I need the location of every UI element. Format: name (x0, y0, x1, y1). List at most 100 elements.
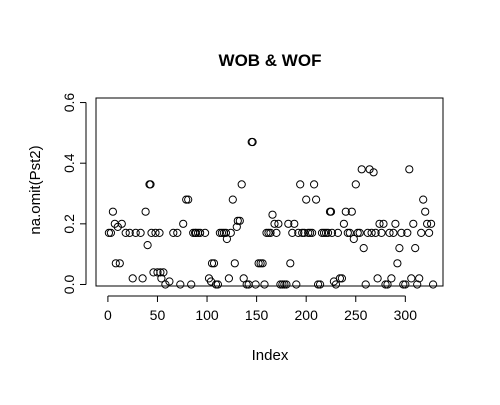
data-point (294, 228, 303, 237)
data-point (379, 219, 388, 228)
data-point (128, 274, 137, 283)
data-point (266, 228, 275, 237)
data-point (337, 274, 346, 283)
y-tick-label: 0.6 (61, 93, 77, 113)
data-point (341, 207, 350, 216)
x-axis: 0 50 100 150 200 250 300 (104, 295, 418, 323)
data-point (345, 228, 354, 237)
data-point (308, 228, 317, 237)
data-point (157, 274, 166, 283)
data-point (300, 228, 309, 237)
data-points (104, 137, 438, 289)
data-point (391, 219, 400, 228)
data-point (407, 274, 416, 283)
data-point (282, 280, 291, 289)
data-point (387, 274, 396, 283)
data-point (228, 195, 237, 204)
data-point (115, 259, 124, 268)
data-point (319, 228, 329, 237)
data-point (184, 195, 193, 204)
data-point (260, 280, 269, 289)
data-point (268, 210, 277, 219)
data-point (373, 274, 382, 283)
data-point (401, 280, 410, 289)
data-point (353, 228, 362, 237)
data-point (156, 268, 165, 277)
data-point (117, 219, 126, 228)
data-point (302, 195, 311, 204)
data-point (151, 228, 160, 237)
data-point (131, 228, 140, 237)
data-point (264, 228, 273, 237)
data-point (106, 228, 116, 237)
data-point (298, 228, 307, 237)
data-point (421, 207, 430, 216)
data-point (335, 274, 344, 283)
data-point (312, 195, 321, 204)
data-point (159, 268, 168, 277)
data-point (192, 228, 201, 237)
data-point (415, 274, 424, 283)
data-point (405, 165, 414, 174)
data-point (389, 228, 398, 237)
data-point (235, 216, 244, 225)
data-point (381, 280, 390, 289)
x-axis-label: Index (252, 347, 289, 364)
data-point (419, 195, 428, 204)
data-point (377, 228, 386, 237)
data-point (369, 168, 378, 177)
data-point (201, 228, 210, 237)
data-point (187, 280, 196, 289)
data-point (385, 228, 394, 237)
plot-frame (95, 97, 444, 287)
data-point (321, 228, 331, 237)
data-point (233, 216, 242, 225)
data-point (254, 259, 263, 268)
data-point (272, 228, 281, 237)
data-point (429, 280, 438, 289)
data-point (393, 259, 402, 268)
data-point (153, 268, 162, 277)
data-point (397, 228, 406, 237)
data-point (256, 259, 265, 268)
data-point (242, 280, 251, 289)
data-point (351, 180, 360, 189)
data-point (173, 228, 182, 237)
data-point (339, 219, 348, 228)
data-point (327, 228, 337, 237)
data-point (296, 180, 305, 189)
data-point (280, 280, 289, 289)
data-point (248, 137, 257, 147)
data-point (413, 280, 422, 289)
data-point (215, 228, 224, 237)
x-tick-label: 250 (344, 307, 368, 323)
data-point (326, 207, 336, 216)
data-point (361, 280, 370, 289)
data-point (155, 228, 164, 237)
data-point (286, 259, 295, 268)
data-point (367, 228, 376, 237)
y-axis-label: na.omit(Pst2) (27, 145, 44, 234)
data-point (141, 207, 150, 216)
data-point (292, 280, 301, 289)
data-point (331, 280, 340, 289)
data-point (411, 244, 420, 253)
data-point (221, 228, 230, 237)
data-point (176, 280, 185, 289)
data-point (333, 228, 342, 237)
data-point (284, 219, 293, 228)
data-point (395, 244, 404, 253)
x-tick-label: 300 (394, 307, 418, 323)
data-point (323, 228, 333, 237)
data-point (427, 219, 436, 228)
data-point (230, 259, 239, 268)
y-axis: 0.0 0.2 0.4 0.6 (61, 93, 87, 294)
data-point (314, 280, 323, 289)
data-point (359, 244, 368, 253)
y-tick-label: 0.2 (61, 214, 77, 234)
data-point (237, 180, 246, 189)
data-point (146, 180, 155, 189)
data-point (316, 280, 325, 289)
data-point (317, 228, 327, 237)
data-point (213, 280, 222, 289)
